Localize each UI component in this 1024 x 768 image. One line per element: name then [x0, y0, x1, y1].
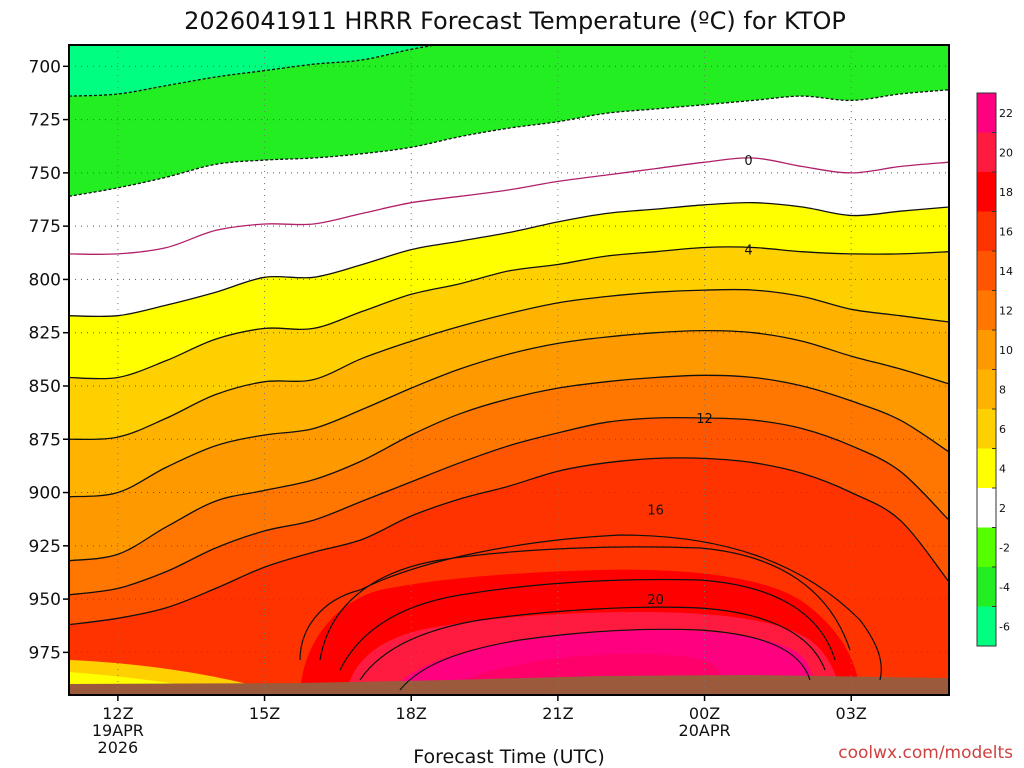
- legend-label: 6: [999, 423, 1006, 436]
- isotherm-line: [69, 416, 949, 596]
- y-tick-label: 825: [29, 324, 61, 344]
- plot-frame: [68, 44, 950, 696]
- isotherm-line: [339, 578, 836, 671]
- watermark: coolwx.com/modelts: [838, 743, 1013, 763]
- y-tick-label: 900: [29, 484, 61, 504]
- isotherm-line: [69, 89, 949, 197]
- x-tick-date: 20APR: [679, 721, 731, 740]
- isotherm-line: [69, 288, 949, 441]
- isotherm-label: 20: [647, 593, 664, 608]
- isotherm-line: [399, 628, 811, 691]
- x-tick-label: 21Z: [542, 704, 573, 723]
- isotherm-line: [69, 329, 949, 498]
- legend-swatch: [977, 606, 996, 646]
- y-tick-label: 800: [29, 270, 61, 290]
- legend-label: 22: [999, 107, 1013, 120]
- ground-terrain: [69, 675, 949, 695]
- y-tick-label: 750: [29, 164, 61, 184]
- isotherm-line: [359, 606, 826, 681]
- isotherm-line: [69, 157, 949, 255]
- x-tick-year: 2026: [98, 738, 139, 757]
- legend-label: 20: [999, 146, 1013, 159]
- legend-swatch: [977, 93, 996, 133]
- y-tick-label: 725: [29, 111, 61, 131]
- isotherm-line: [319, 546, 851, 661]
- legend-swatch: [977, 211, 996, 251]
- legend-label: 18: [999, 186, 1013, 199]
- color-legend: 22 20 18 16 14 12 10 8 6 4 2 -2 -4 -6: [976, 92, 1013, 647]
- legend-label: 12: [999, 304, 1013, 317]
- legend-swatch: [977, 448, 996, 488]
- legend-swatch: [977, 251, 996, 291]
- legend-swatch: [977, 132, 996, 172]
- y-tick-label: 775: [29, 217, 61, 237]
- x-tick-date: 19APR: [92, 721, 144, 740]
- x-tick-label: 00Z: [689, 704, 720, 723]
- legend-swatch: [977, 330, 996, 370]
- isotherm-line: [69, 201, 949, 318]
- legend-label: 14: [999, 265, 1013, 278]
- x-tick-label: 15Z: [249, 704, 280, 723]
- legend-label: 4: [999, 462, 1006, 475]
- x-tick-label: 12Z: [102, 704, 133, 723]
- y-tick-label: 925: [29, 537, 61, 557]
- legend-swatch: [977, 172, 996, 212]
- x-tick-label: 18Z: [396, 704, 427, 723]
- legend-swatch: [977, 369, 996, 409]
- legend-swatch: [977, 567, 996, 607]
- legend-swatch: [977, 409, 996, 449]
- legend-label: 8: [999, 383, 1006, 396]
- x-tick-label: 03Z: [836, 704, 867, 723]
- y-tick-label: 700: [29, 57, 61, 77]
- legend-label: -4: [999, 581, 1010, 594]
- y-tick-label: 875: [29, 430, 61, 450]
- isotherm-label: 16: [647, 504, 664, 519]
- isotherm-label: 4: [744, 244, 752, 259]
- legend-label: -6: [999, 620, 1010, 633]
- isotherm-line: [69, 457, 949, 626]
- legend-swatch: [977, 290, 996, 330]
- isotherm-line: [69, 374, 949, 562]
- x-axis-label: Forecast Time (UTC): [413, 746, 604, 768]
- legend-label: 2: [999, 502, 1006, 515]
- legend-swatch: [977, 488, 996, 528]
- chart-title: 2026041911 HRRR Forecast Temperature (ºC…: [184, 7, 846, 35]
- legend-swatch: [977, 527, 996, 567]
- y-tick-label: 850: [29, 377, 61, 397]
- isotherm-label: 12: [696, 412, 713, 427]
- legend-label: 16: [999, 225, 1013, 238]
- y-tick-label: 975: [29, 643, 61, 663]
- isotherm-line: [69, 246, 949, 380]
- isotherm-line: [299, 534, 882, 681]
- isotherm-label: 0: [744, 154, 752, 169]
- y-tick-label: 950: [29, 590, 61, 610]
- legend-label: 10: [999, 344, 1013, 357]
- legend-label: -2: [999, 541, 1010, 554]
